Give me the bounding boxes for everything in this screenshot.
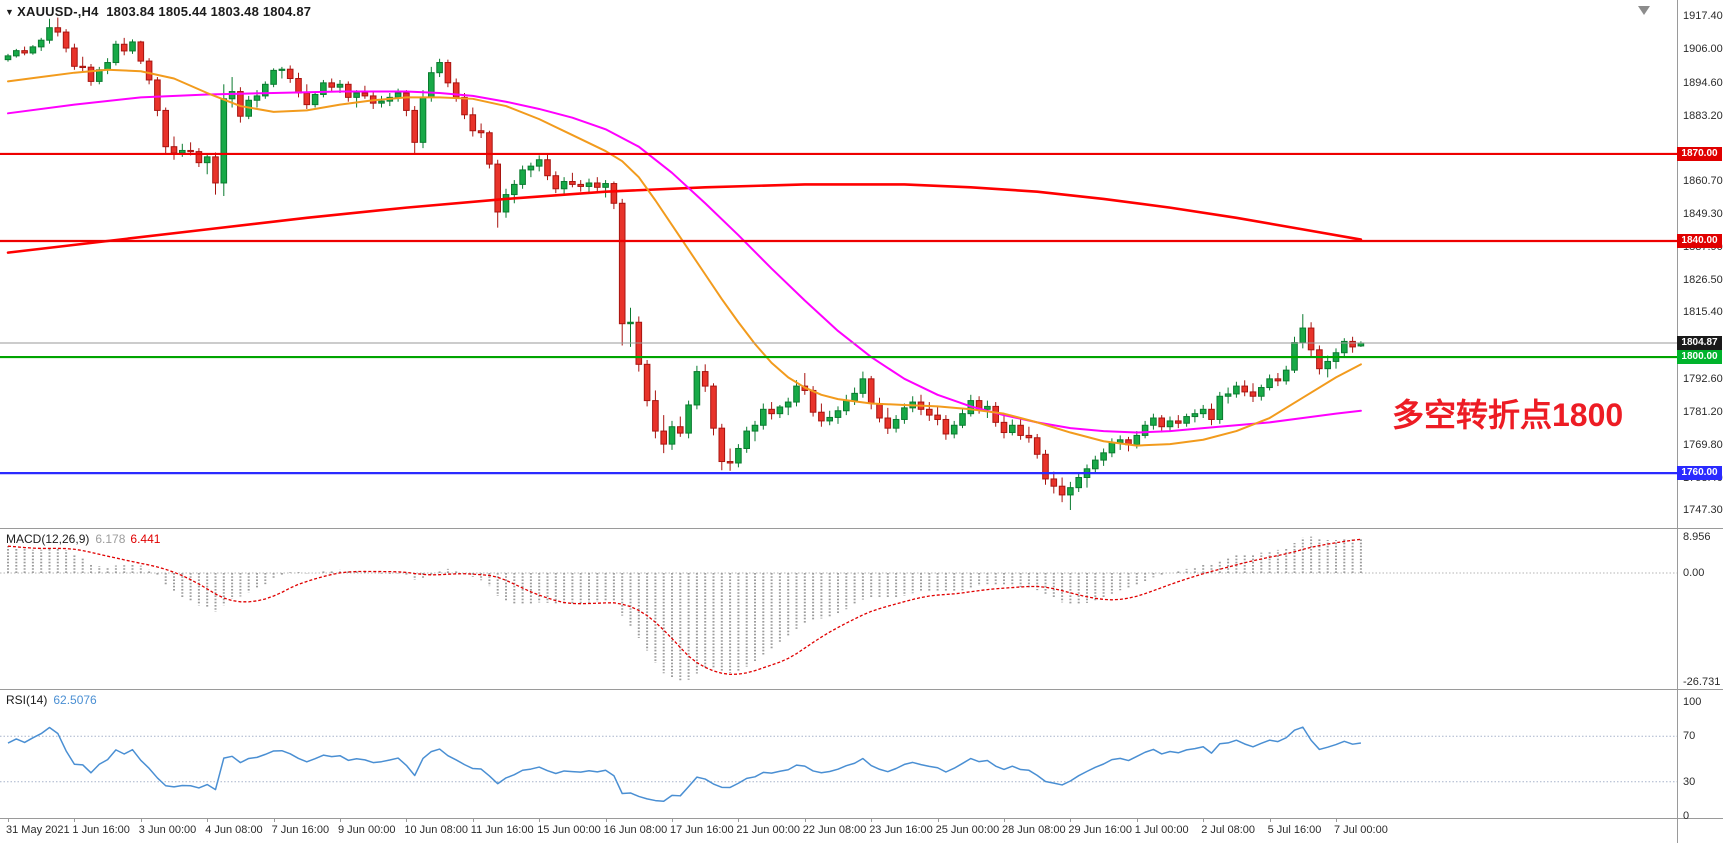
time-label: 2 Jul 08:00 [1201, 824, 1256, 836]
rsi-layer [0, 726, 1677, 803]
time-tick [1136, 819, 1138, 822]
symbol-dropdown-icon[interactable]: ▼ [5, 7, 15, 17]
time-label: 28 Jun 08:00 [1002, 824, 1066, 836]
time-tick [539, 819, 541, 822]
time-label: 1 Jul 00:00 [1134, 824, 1189, 836]
time-tick [738, 819, 740, 822]
symbol-info: ▼ XAUUSD-,H4 1803.84 1805.44 1803.48 1804… [5, 4, 311, 19]
time-label: 23 Jun 16:00 [869, 824, 933, 836]
macd-value-signal: 6.441 [130, 532, 161, 546]
time-label: 31 May 2021 [6, 824, 70, 836]
price-badge-1870-00: 1870.00 [1677, 146, 1722, 161]
time-tick [74, 819, 76, 822]
price-tick: 1860.70 [1683, 174, 1723, 187]
price-tick: 1815.40 [1683, 306, 1723, 319]
time-tick [1269, 819, 1271, 822]
price-tick: 1781.20 [1683, 405, 1723, 418]
price-scale[interactable]: 1917.40 1906.00 1894.60 1883.20 1860.70 1849.… [1677, 0, 1723, 843]
time-label: 29 Jun 16:00 [1068, 824, 1133, 836]
price-tick: 1849.30 [1683, 208, 1723, 220]
time-tick [207, 819, 209, 822]
rsi-label: RSI(14) [6, 693, 48, 707]
chart-shift-marker[interactable] [1638, 6, 1650, 15]
time-tick [1070, 819, 1072, 822]
time-label: 10 Jun 08:00 [404, 824, 469, 836]
macd-axis-label: 0.00 [1683, 567, 1705, 579]
time-tick [1336, 819, 1337, 822]
time-axis[interactable]: 31 May 2021 1 Jun 16:00 3 Jun 00:00 4 Jun 0… [0, 819, 1723, 843]
rsi-axis-label: 70 [1683, 730, 1696, 743]
candles-layer [4, 17, 1365, 510]
price-badge-1804-87: 1804.87 [1677, 335, 1722, 350]
price-badge-1840-00: 1840.00 [1677, 234, 1722, 248]
time-tick [937, 819, 939, 822]
macd-value-main: 6.178 [95, 532, 126, 546]
time-label: 25 Jun 00:00 [935, 824, 1000, 836]
price-tick: 1894.60 [1683, 76, 1723, 89]
price-tick: 1883.20 [1683, 109, 1723, 122]
macd-indicator-label[interactable]: MACD(12,26,9) 6.178 6.441 [6, 532, 160, 546]
macd-label: MACD(12,26,9) [6, 532, 90, 546]
time-label: 1 Jun 16:00 [72, 824, 130, 836]
pane-separator-macd-rsi[interactable] [0, 689, 1723, 690]
time-tick [871, 819, 873, 822]
price-tick: 1917.40 [1683, 10, 1723, 23]
ma-slow-red [6, 183, 1363, 254]
time-tick [1203, 819, 1205, 822]
time-tick [406, 819, 408, 822]
price-tick: 1769.80 [1683, 438, 1723, 451]
time-label: 17 Jun 16:00 [670, 824, 734, 836]
time-tick [140, 819, 142, 822]
time-tick [605, 819, 607, 822]
levels-layer[interactable] [0, 152, 1677, 475]
rsi-value: 62.5076 [53, 693, 97, 707]
time-label: 21 Jun 00:00 [736, 824, 801, 836]
macd-signal-line [7, 538, 1361, 676]
ma-mid-magenta [7, 90, 1362, 434]
time-tick [1004, 819, 1005, 822]
price-tick: 1906.00 [1683, 43, 1723, 56]
rsi-axis-label: 0 [1683, 810, 1690, 822]
time-tick [672, 819, 673, 822]
time-label: 15 Jun 00:00 [537, 824, 601, 836]
symbol-title: XAUUSD-,H4 [17, 4, 99, 19]
time-label: 16 Jun 08:00 [603, 824, 668, 836]
ma-fast-orange [7, 68, 1362, 447]
rsi-line [7, 726, 1362, 803]
price-tick: 1792.60 [1683, 372, 1723, 385]
time-label: 22 Jun 08:00 [802, 824, 867, 836]
rsi-indicator-label[interactable]: RSI(14) 62.5076 [6, 693, 97, 707]
annotation-text[interactable]: 多空转折点1800 [1392, 397, 1624, 433]
rsi-axis-label: 30 [1683, 775, 1696, 788]
time-label: 5 Jul 16:00 [1267, 824, 1322, 836]
pane-separator-rsi-timeaxis[interactable] [0, 818, 1723, 819]
time-tick [8, 819, 9, 822]
time-label: 7 Jul 00:00 [1334, 824, 1388, 836]
price-scale-border [1677, 0, 1678, 843]
time-label: 9 Jun 00:00 [338, 824, 396, 836]
ma-lines-layer [6, 68, 1363, 447]
macd-layer [0, 536, 1677, 682]
time-label: 7 Jun 16:00 [271, 824, 330, 836]
time-label: 4 Jun 08:00 [205, 824, 263, 836]
price-badge-1760-00: 1760.00 [1677, 466, 1722, 481]
time-label: 11 Jun 16:00 [470, 824, 534, 836]
macd-axis-label: 8.956 [1683, 530, 1711, 543]
time-tick [472, 819, 474, 822]
price-tick: 1747.30 [1683, 504, 1723, 516]
time-tick [804, 819, 806, 822]
time-label: 3 Jun 00:00 [138, 824, 197, 836]
time-tick [273, 819, 275, 822]
ohlc-readout: 1803.84 1805.44 1803.48 1804.87 [106, 4, 312, 19]
time-tick [340, 819, 341, 822]
pane-separator-main-macd[interactable] [0, 528, 1723, 529]
price-badge-1800-00: 1800.00 [1677, 350, 1722, 365]
macd-axis-label: -26.731 [1683, 675, 1721, 688]
price-tick: 1826.50 [1683, 274, 1723, 287]
rsi-axis-label: 100 [1683, 696, 1702, 708]
